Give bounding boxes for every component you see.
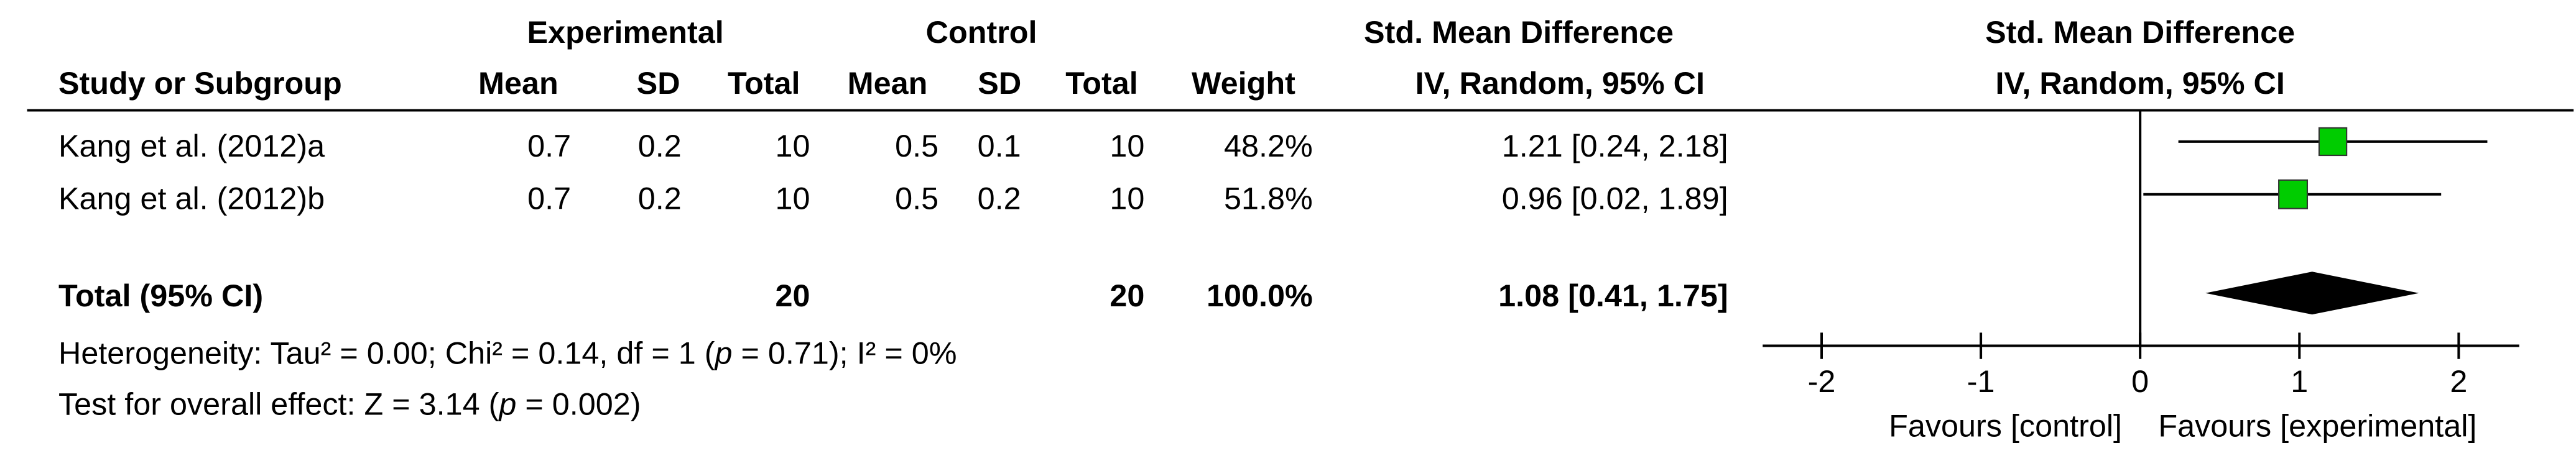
cell: 0.2 bbox=[978, 181, 1021, 216]
footnote: Test for overall effect: Z = 3.14 (p = 0… bbox=[58, 386, 641, 422]
footnote-part: Test for overall effect: Z = 3.14 ( bbox=[58, 386, 499, 422]
cell: 10 bbox=[1110, 181, 1144, 216]
cell: 0.5 bbox=[895, 128, 938, 163]
column-header: Total bbox=[1065, 65, 1138, 101]
column-header: Control bbox=[926, 14, 1037, 50]
cell: 0.7 bbox=[527, 128, 571, 163]
total-cell: 1.08 [0.41, 1.75] bbox=[1498, 278, 1728, 313]
cell: 10 bbox=[1110, 128, 1144, 163]
cell: 0.2 bbox=[638, 181, 682, 216]
column-header: SD bbox=[978, 65, 1021, 101]
footnote-part: p bbox=[498, 386, 516, 422]
study-name: Kang et al. (2012)b bbox=[58, 181, 325, 216]
cell: 0.7 bbox=[527, 181, 571, 216]
x-tick-label: -2 bbox=[1808, 363, 1836, 399]
column-header: Mean bbox=[848, 65, 928, 101]
total-name: Total (95% CI) bbox=[58, 278, 263, 313]
cell: 10 bbox=[775, 181, 810, 216]
column-header: Total bbox=[728, 65, 800, 101]
column-header: IV, Random, 95% CI bbox=[1995, 65, 2284, 101]
footnote: Heterogeneity: Tau² = 0.00; Chi² = 0.14,… bbox=[58, 336, 957, 371]
total-cell: 20 bbox=[775, 278, 810, 313]
column-header: SD bbox=[637, 65, 680, 101]
effect-marker bbox=[2318, 127, 2348, 157]
footnote-part: p bbox=[713, 336, 732, 371]
column-header: IV, Random, 95% CI bbox=[1415, 65, 1705, 101]
x-tick-label: 0 bbox=[2131, 363, 2149, 399]
column-header: Mean bbox=[478, 65, 558, 101]
cell: 0.5 bbox=[895, 181, 938, 216]
footnote-part: = 0.71); I² = 0% bbox=[732, 336, 957, 371]
column-header: Std. Mean Difference bbox=[1364, 14, 1674, 50]
total-cell: 100.0% bbox=[1207, 278, 1313, 313]
favours-left: Favours [control] bbox=[1889, 408, 2122, 443]
cell: 48.2% bbox=[1224, 128, 1313, 163]
cell: 10 bbox=[775, 128, 810, 163]
cell: 1.21 [0.24, 2.18] bbox=[1502, 128, 1728, 163]
study-name: Kang et al. (2012)a bbox=[58, 128, 325, 163]
cell: 0.2 bbox=[638, 128, 682, 163]
footnote-part: Heterogeneity: Tau² = 0.00; Chi² = 0.14,… bbox=[58, 336, 715, 371]
x-tick-label: 2 bbox=[2450, 363, 2467, 399]
favours-right: Favours [experimental] bbox=[2158, 408, 2476, 443]
column-header: Weight bbox=[1192, 65, 1295, 101]
cell: 0.96 [0.02, 1.89] bbox=[1502, 181, 1728, 216]
cell: 0.1 bbox=[978, 128, 1021, 163]
cell: 51.8% bbox=[1224, 181, 1313, 216]
footnote-part: = 0.002) bbox=[516, 386, 641, 422]
effect-marker bbox=[2278, 179, 2309, 209]
x-tick-label: -1 bbox=[1967, 363, 1995, 399]
x-tick-label: 1 bbox=[2291, 363, 2308, 399]
total-cell: 20 bbox=[1110, 278, 1144, 313]
summary-diamond bbox=[2205, 272, 2419, 315]
column-header: Std. Mean Difference bbox=[1985, 14, 2295, 50]
column-header: Experimental bbox=[527, 14, 724, 50]
column-header: Study or Subgroup bbox=[58, 65, 342, 101]
